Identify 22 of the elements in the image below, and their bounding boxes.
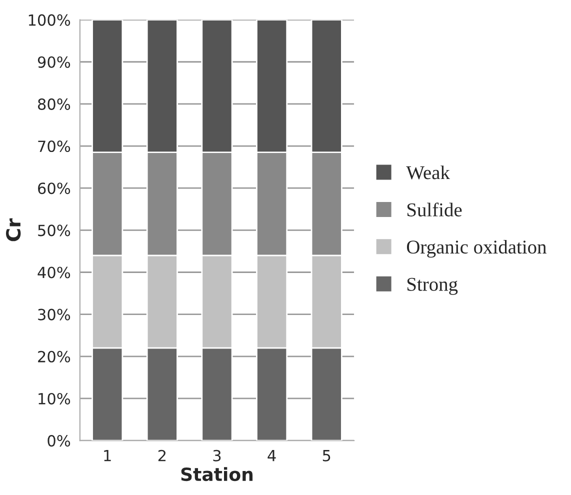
legend-label: Sulfide bbox=[407, 202, 462, 216]
y-tick-label: 100% bbox=[28, 14, 70, 26]
y-tick-label: 20% bbox=[38, 350, 70, 362]
y-tick-label: 10% bbox=[38, 392, 70, 404]
x-tick-label: 3 bbox=[213, 450, 221, 462]
x-tick-label: 2 bbox=[158, 450, 166, 462]
y-tick-label: 90% bbox=[38, 56, 70, 68]
legend-label: Weak bbox=[406, 166, 450, 180]
x-tick-label: 5 bbox=[322, 450, 330, 462]
y-tick-label: 70% bbox=[38, 140, 70, 152]
legend-label: Strong bbox=[407, 278, 458, 295]
y-axis-title: Cr bbox=[6, 218, 21, 242]
legend-label: Organic oxidation bbox=[406, 240, 546, 258]
y-tick-label: 60% bbox=[38, 182, 70, 194]
x-tick-label: 1 bbox=[104, 450, 111, 462]
y-tick-label: 0% bbox=[48, 435, 70, 447]
y-tick-label: 30% bbox=[38, 308, 70, 320]
x-tick-label: 4 bbox=[268, 450, 276, 462]
y-tick-label: 50% bbox=[38, 224, 70, 236]
x-axis-title: Station bbox=[181, 467, 253, 482]
y-tick-label: 40% bbox=[38, 266, 70, 278]
y-tick-label: 80% bbox=[38, 98, 70, 110]
